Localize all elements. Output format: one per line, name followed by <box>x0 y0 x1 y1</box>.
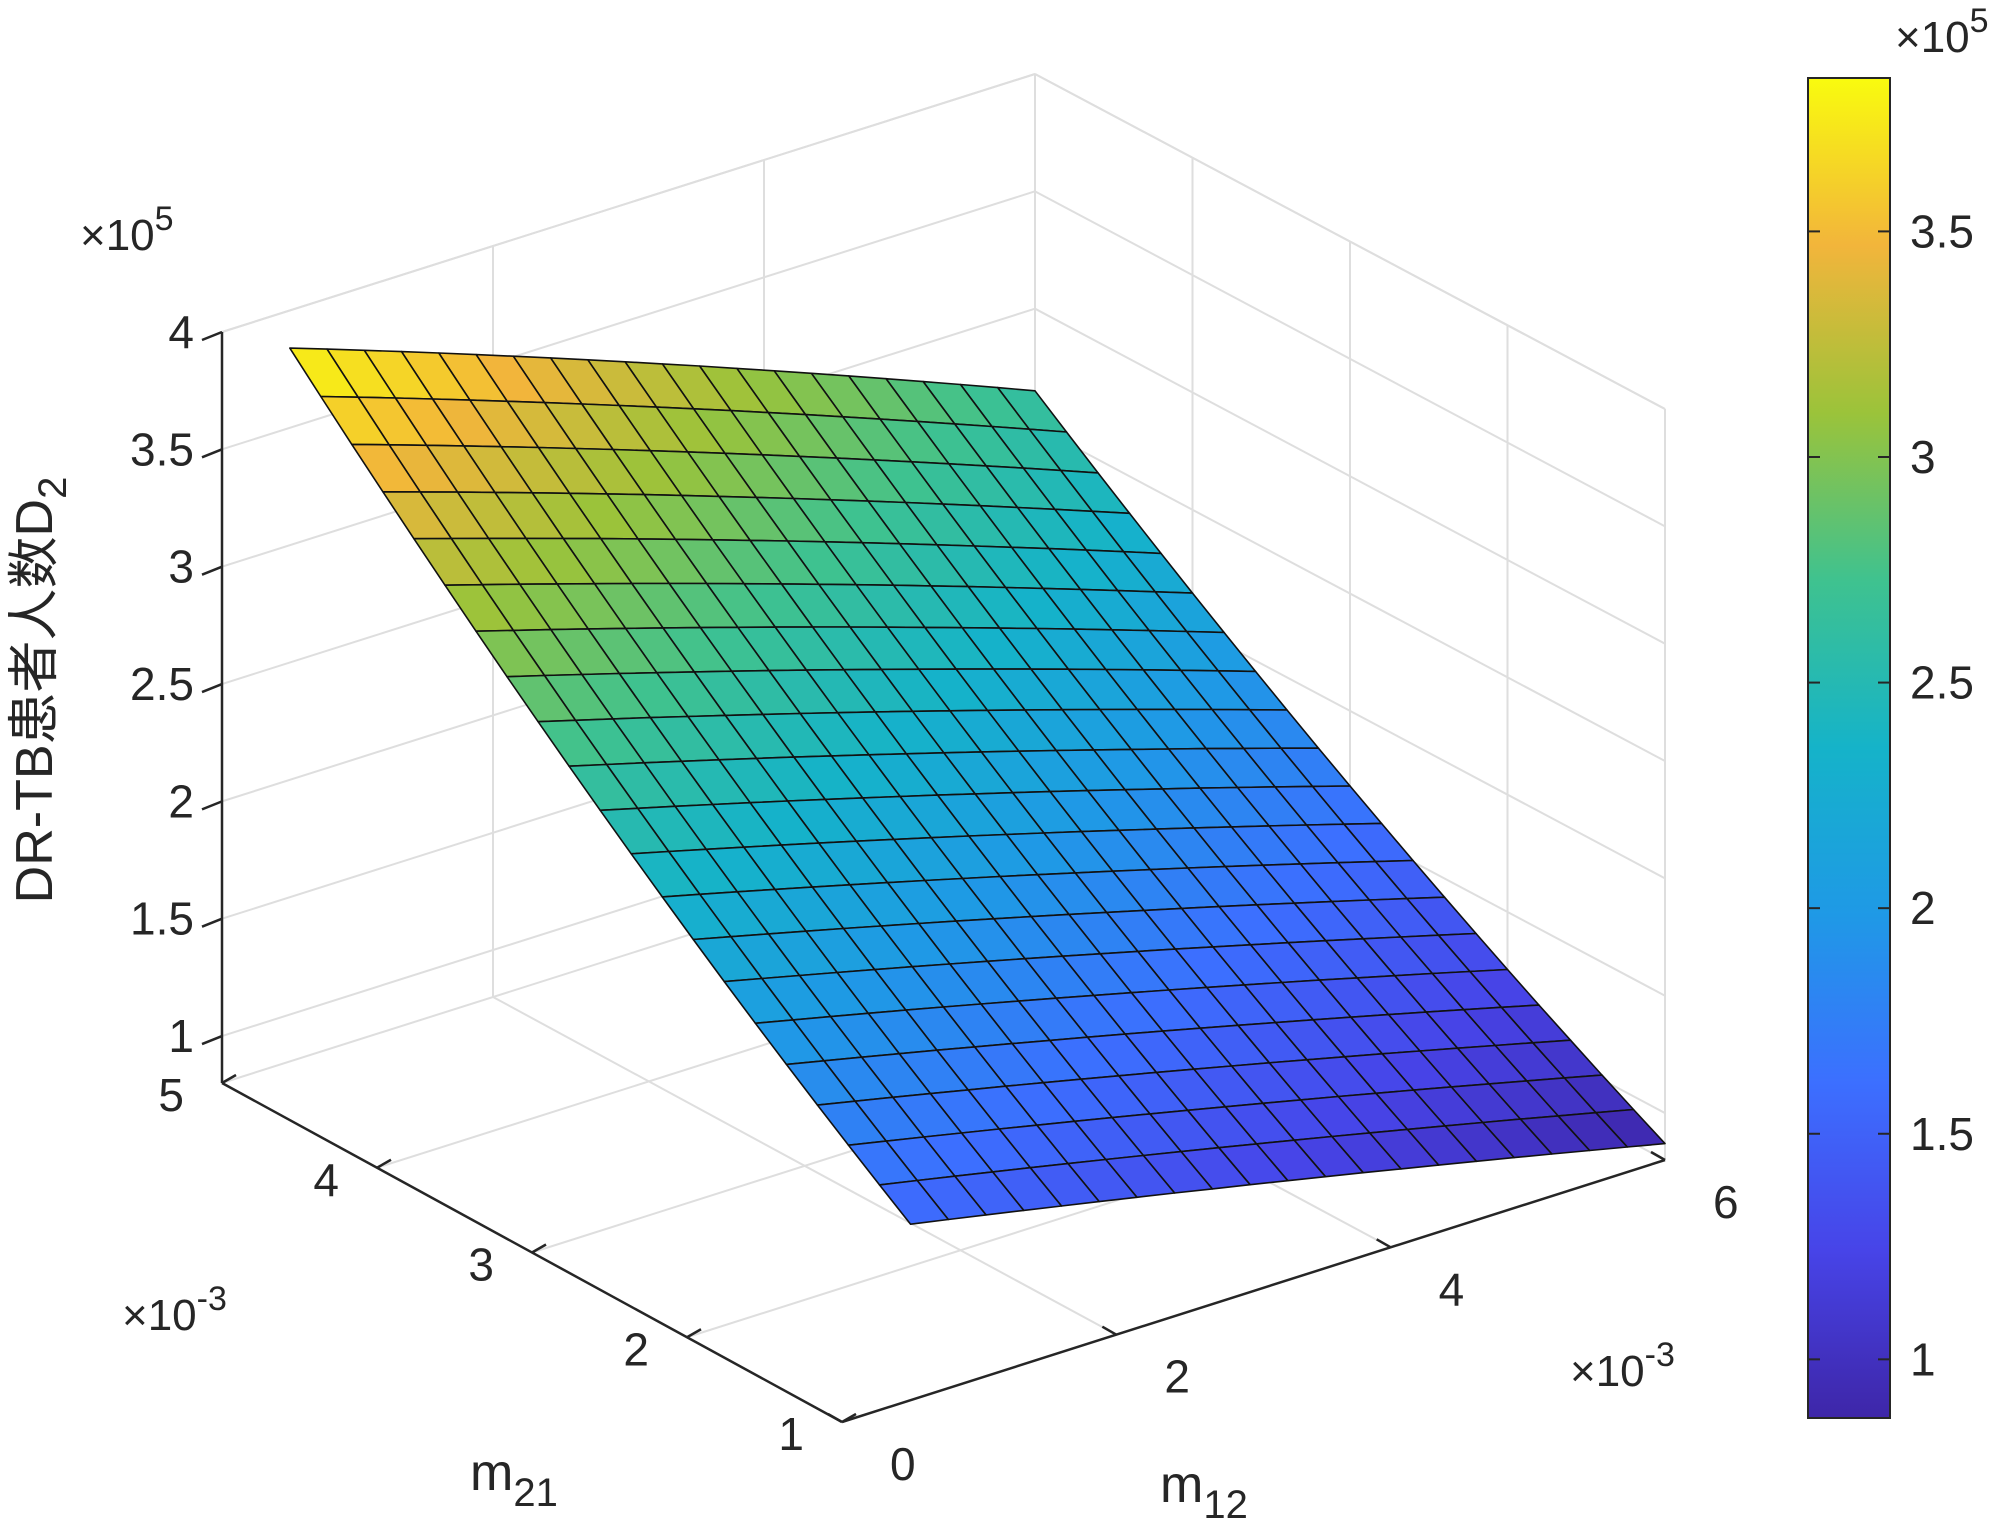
colorbar-tick-label: 3 <box>1910 431 1936 483</box>
y-tick-label: 2 <box>623 1323 649 1375</box>
colorbar-tick-label: 1 <box>1910 1333 1936 1385</box>
x-tick-label: 0 <box>890 1438 916 1490</box>
y-tick-label: 3 <box>468 1239 494 1291</box>
z-tick-label: 1.5 <box>130 893 194 945</box>
z-tick-label: 1 <box>168 1010 194 1062</box>
colorbar-ticks: 1 1.5 2 2.5 3 3.5 <box>1808 205 1974 1385</box>
surface-patch <box>878 1179 950 1225</box>
colorbar <box>1807 77 1891 1419</box>
colorbar-tick-label: 2.5 <box>1910 657 1974 709</box>
y-axis-label: m21 <box>470 1444 558 1515</box>
z-tick-label: 2 <box>168 775 194 827</box>
z-axis-label: DR-TB患者人数D2 <box>6 477 75 904</box>
y-tick-label: 4 <box>313 1154 339 1206</box>
colorbar-tick-label: 1.5 <box>1910 1108 1974 1160</box>
surface-mesh <box>288 347 1666 1225</box>
z-tick-label: 2.5 <box>130 658 194 710</box>
x-axis-label: m12 <box>1160 1456 1248 1527</box>
colorbar-tick-label: 2 <box>1910 882 1936 934</box>
x-multiplier: ×10-3 <box>1570 1336 1675 1396</box>
y-tick-label: 5 <box>158 1069 184 1121</box>
z-tick-label: 4 <box>168 306 194 358</box>
z-tick-label: 3 <box>168 541 194 593</box>
axes-lines <box>201 330 1666 1424</box>
x-tick-label: 4 <box>1439 1263 1465 1315</box>
z-multiplier: ×105 <box>80 200 174 260</box>
x-tick-label: 6 <box>1713 1176 1739 1228</box>
y-tick-label: 1 <box>778 1408 804 1460</box>
colorbar-multiplier: ×105 <box>1895 2 1989 62</box>
z-tick-label: 3.5 <box>130 423 194 475</box>
y-multiplier: ×10-3 <box>122 1280 227 1340</box>
tick-labels: 1 1.5 2 2.5 3 3.5 4 1 2 3 4 5 0 2 4 6 <box>130 306 1739 1490</box>
x-tick-label: 2 <box>1164 1351 1190 1403</box>
colorbar-tick-label: 3.5 <box>1910 205 1974 257</box>
